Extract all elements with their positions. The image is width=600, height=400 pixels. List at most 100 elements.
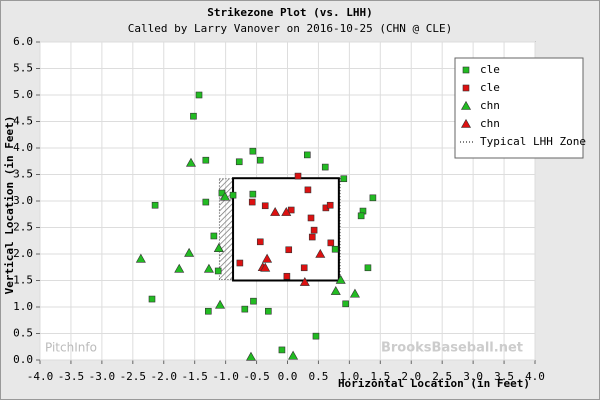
legend-label: chn <box>480 117 500 130</box>
point <box>270 207 281 216</box>
x-tick-label: 2.0 <box>401 370 421 383</box>
point <box>335 274 346 284</box>
zone-inner <box>233 178 339 281</box>
x-tick-label: -3.0 <box>89 370 116 383</box>
point <box>331 245 339 253</box>
legend-label: cle <box>480 63 500 76</box>
y-tick-label: 2.5 <box>13 221 33 234</box>
point <box>262 253 273 263</box>
y-tick-label: 1.0 <box>13 300 33 313</box>
point <box>256 156 264 164</box>
point <box>303 151 311 159</box>
y-tick-label: 3.0 <box>13 194 33 207</box>
point <box>308 233 316 241</box>
point <box>288 350 299 360</box>
x-tick-label: 3.5 <box>494 370 514 383</box>
legend-label: cle <box>480 81 500 94</box>
point <box>241 305 249 313</box>
point <box>151 201 159 209</box>
point <box>210 232 218 240</box>
point <box>184 247 195 257</box>
x-tick-label: -1.0 <box>212 370 239 383</box>
chart-subtitle: Called by Larry Vanover on 2016-10-25 (C… <box>128 22 453 35</box>
point <box>174 263 185 273</box>
x-tick-label: 1.0 <box>339 370 359 383</box>
y-tick-label: 3.5 <box>13 168 33 181</box>
legend-marker <box>460 100 472 110</box>
point <box>256 238 264 246</box>
point <box>278 346 286 354</box>
point <box>148 295 156 303</box>
point <box>321 163 329 171</box>
point <box>342 300 349 308</box>
legend-marker <box>462 66 470 74</box>
legend-marker <box>462 84 470 92</box>
point <box>245 351 257 361</box>
y-tick-label: 0.0 <box>13 353 33 366</box>
point <box>326 201 334 209</box>
point <box>185 157 196 167</box>
point <box>236 259 244 267</box>
point <box>249 190 257 198</box>
x-tick-label: 3.0 <box>463 370 483 383</box>
point <box>215 299 226 309</box>
x-tick-label: -2.5 <box>120 370 147 383</box>
x-tick-label: -0.5 <box>243 370 270 383</box>
y-tick-label: 5.5 <box>13 62 33 75</box>
point <box>330 285 341 295</box>
point <box>195 91 203 99</box>
point <box>299 276 310 286</box>
x-axis-label: Horizontal Location (in Feet) <box>338 377 530 390</box>
point <box>364 264 372 272</box>
point <box>190 112 197 120</box>
chart-title: Strikezone Plot (vs. LHH) <box>207 6 373 19</box>
point <box>260 262 271 272</box>
point <box>357 212 365 220</box>
legend-marker <box>460 118 472 128</box>
point <box>249 147 257 155</box>
x-tick-label: -4.0 <box>27 370 54 383</box>
y-tick-label: 4.5 <box>13 115 33 128</box>
point <box>287 206 295 214</box>
point <box>203 263 214 273</box>
point <box>369 194 377 202</box>
point <box>304 186 312 194</box>
watermark: PitchInfo <box>45 341 97 355</box>
y-tick-label: 0.5 <box>13 327 33 340</box>
point <box>294 172 302 180</box>
point <box>307 214 315 222</box>
point <box>250 297 257 305</box>
point <box>283 272 291 280</box>
x-tick-label: 2.5 <box>432 370 452 383</box>
watermark: BrooksBaseball.net <box>381 341 523 356</box>
point <box>229 191 237 199</box>
legend-label: chn <box>480 99 500 112</box>
point <box>205 307 212 315</box>
strike-zone <box>232 177 340 282</box>
point <box>349 288 360 298</box>
x-tick-label: 4.0 <box>525 370 545 383</box>
y-tick-label: 2.0 <box>13 247 33 260</box>
point <box>219 191 231 201</box>
x-tick-label: -1.5 <box>181 370 208 383</box>
point <box>312 332 320 340</box>
x-tick-label: 0.5 <box>309 370 329 383</box>
point <box>281 207 292 216</box>
point <box>261 202 269 210</box>
point <box>202 156 210 164</box>
point <box>214 267 222 275</box>
point <box>327 239 335 247</box>
x-tick-label: 1.5 <box>370 370 390 383</box>
point <box>135 253 146 263</box>
point <box>213 243 224 252</box>
legend-label: Typical LHH Zone <box>480 135 586 148</box>
point <box>285 246 293 254</box>
legend-box <box>454 57 584 159</box>
point <box>248 198 256 206</box>
x-tick-label: -2.0 <box>151 370 178 383</box>
y-axis-label: Vertical Location (in Feet) <box>3 116 16 295</box>
point <box>310 226 318 234</box>
x-tick-label: 0.0 <box>278 370 298 383</box>
point <box>202 198 210 206</box>
